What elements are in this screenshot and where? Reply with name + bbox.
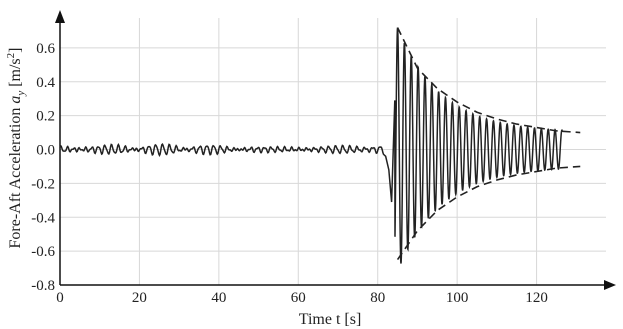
x-tick-label-2: 40 <box>211 290 226 306</box>
y-tick-label-0: -0.8 <box>31 278 55 294</box>
y-tick-label-5: 0.2 <box>36 109 55 125</box>
y-tick-label-1: -0.6 <box>31 244 55 260</box>
x-axis-label-text: Time t [s] <box>299 311 362 328</box>
x-tick-label-6: 120 <box>525 290 548 306</box>
x-tick-label-0: 0 <box>56 290 64 306</box>
x-tick-label-5: 100 <box>446 290 469 306</box>
lower-envelope-line <box>396 165 581 261</box>
y-tick-label-4: 0.0 <box>36 143 55 159</box>
y-axis-arrow <box>55 10 65 23</box>
y-tick-label-2: -0.4 <box>31 210 55 226</box>
x-axis-arrow <box>604 280 616 290</box>
x-axis-label: Time t [s] <box>299 311 362 328</box>
x-tick-label-4: 80 <box>370 290 385 306</box>
x-tick-label-3: 60 <box>291 290 306 306</box>
tick-labels: 0 20 40 60 80 100 120 -0.8 -0.6 -0.4 -0.2 0.0 0.2 0.4… <box>31 41 548 306</box>
y-tick-label-3: -0.2 <box>31 176 55 192</box>
axes <box>55 10 616 290</box>
series-layer <box>59 27 581 264</box>
y-axis-label: Fore-Aft Acceleration ay [m/s2] <box>5 48 27 249</box>
signal-line <box>59 27 564 264</box>
upper-envelope-line <box>396 27 581 134</box>
y-tick-label-7: 0.6 <box>36 41 55 57</box>
x-tick-label-1: 20 <box>132 290 147 306</box>
y-tick-label-6: 0.4 <box>36 75 55 91</box>
